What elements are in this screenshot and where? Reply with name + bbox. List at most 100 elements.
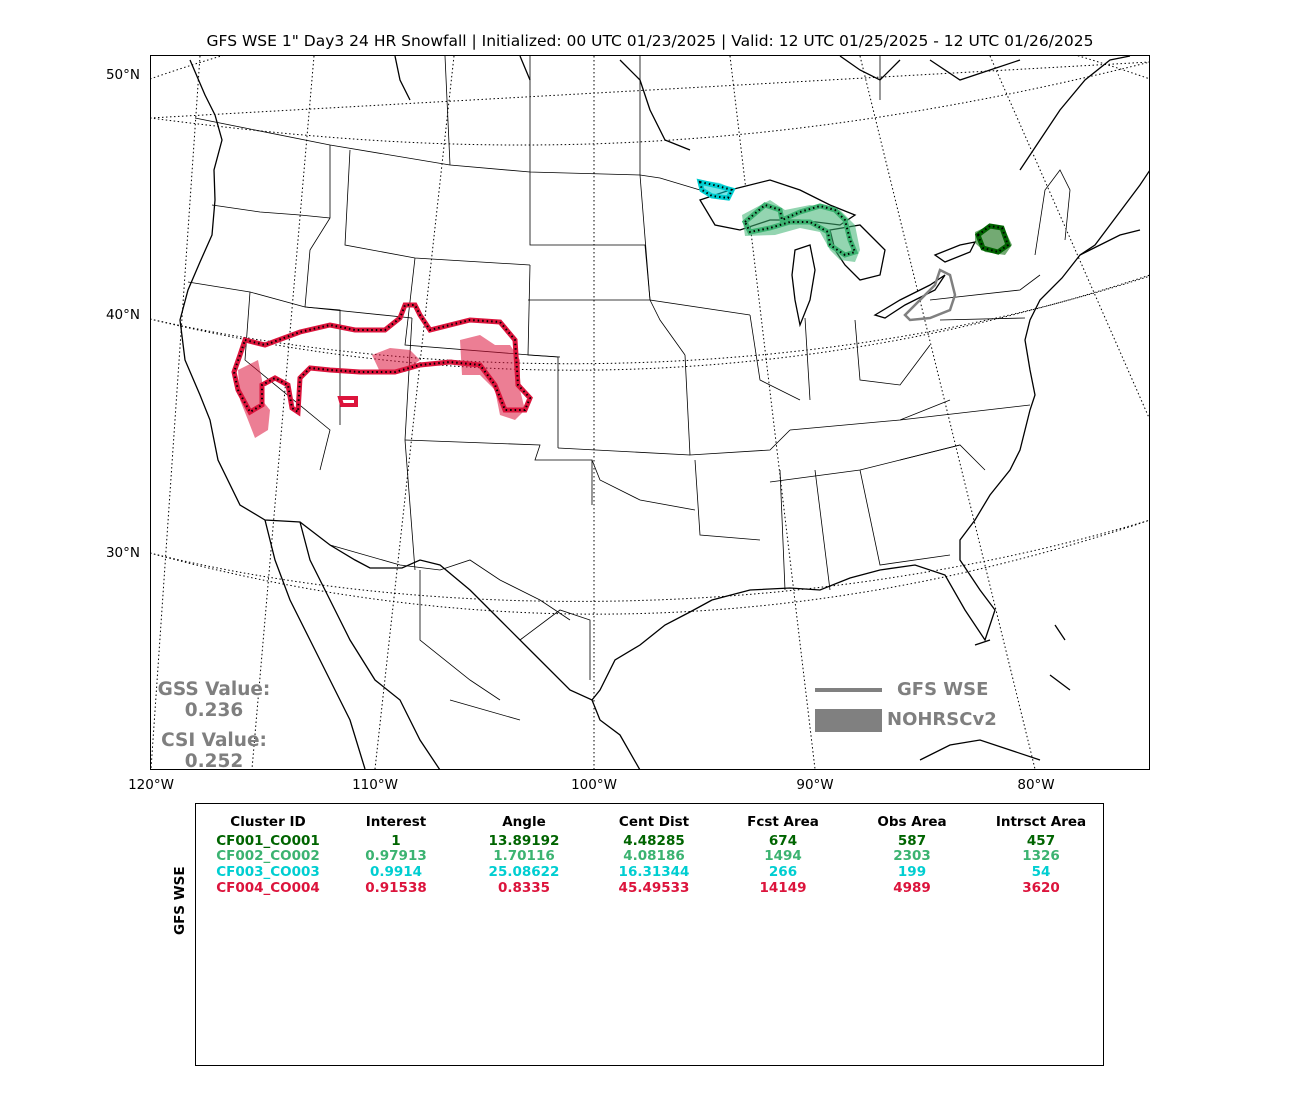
table-header-5: Obs Area bbox=[877, 814, 947, 830]
hudson-region bbox=[839, 56, 1021, 81]
table-cell-r3-c6: 3620 bbox=[1022, 880, 1060, 896]
border-ms-al bbox=[779, 469, 831, 591]
table-cell-r2-c0: CF003_CO003 bbox=[216, 864, 320, 880]
mexico-gulf-coast bbox=[591, 699, 641, 769]
forecast-contours bbox=[231, 178, 1011, 417]
table-cell-r1-c4: 1494 bbox=[764, 848, 802, 864]
table-cell-r3-c2: 0.8335 bbox=[497, 880, 551, 896]
table-cell-r2-c4: 266 bbox=[768, 864, 798, 880]
lon-label-110: 110°W bbox=[352, 777, 398, 793]
lat-line-40 bbox=[151, 274, 1149, 371]
fcst-contour-cf001-dots bbox=[976, 224, 1010, 254]
table-header-3: Cent Dist bbox=[618, 814, 690, 830]
border-ar-la bbox=[694, 459, 761, 541]
border-in-il bbox=[749, 314, 811, 401]
cuba bbox=[919, 739, 1041, 761]
bahamas bbox=[1049, 624, 1071, 691]
table-header-2: Angle bbox=[502, 814, 546, 830]
us-outline bbox=[179, 59, 1149, 701]
fcst-contour-cf004-small bbox=[337, 396, 358, 407]
lake-erie bbox=[873, 274, 946, 319]
baja-west bbox=[264, 519, 366, 769]
border-va-nc bbox=[899, 404, 1031, 421]
lon-label-120: 120°W bbox=[128, 777, 174, 793]
map-frame bbox=[150, 55, 1150, 770]
gss-label: GSS Value: bbox=[157, 679, 271, 700]
table-cell-r3-c1: 0.91538 bbox=[365, 880, 427, 896]
table-row-label: GFS WSE bbox=[172, 866, 188, 935]
border-mexico-states bbox=[419, 570, 591, 721]
figure-title: GFS WSE 1" Day3 24 HR Snowfall | Initial… bbox=[206, 32, 1094, 50]
lat-label-30: 30°N bbox=[105, 545, 140, 561]
border-mt-wy bbox=[344, 149, 531, 266]
table-cell-r0-c4: 674 bbox=[768, 833, 798, 849]
border-ut-az bbox=[304, 306, 413, 319]
csi-label: CSI Value: bbox=[161, 730, 267, 751]
border-ok-tx bbox=[591, 459, 696, 511]
lon-label-90: 90°W bbox=[796, 777, 834, 793]
border-oh bbox=[854, 319, 931, 386]
fcst-contour-unmatched bbox=[903, 268, 957, 322]
table-cell-r3-c5: 4989 bbox=[893, 880, 931, 896]
border-nm-tx bbox=[404, 439, 593, 505]
table-cell-r2-c5: 199 bbox=[897, 864, 927, 880]
obs-area-cf004-west bbox=[238, 360, 270, 438]
fcst-contour-cf003-dots bbox=[698, 180, 734, 200]
table-cell-r2-c1: 0.9914 bbox=[369, 864, 423, 880]
cluster-table bbox=[195, 803, 1104, 1066]
border-pa-ny bbox=[929, 274, 1041, 321]
table-cell-r0-c6: 457 bbox=[1026, 833, 1056, 849]
table-cell-r1-c0: CF002_CO002 bbox=[216, 848, 320, 864]
legend-marks bbox=[815, 688, 882, 732]
lon-line-120 bbox=[151, 56, 201, 769]
legend-observed-label: NOHRSCv2 bbox=[887, 709, 997, 730]
table-cell-r2-c6: 54 bbox=[1031, 864, 1051, 880]
legend-forecast-label: GFS WSE bbox=[897, 679, 989, 700]
table-cell-r1-c6: 1326 bbox=[1022, 848, 1060, 864]
gss-value: 0.236 bbox=[184, 700, 244, 721]
border-new-england bbox=[1034, 169, 1071, 256]
table-cell-r0-c5: 587 bbox=[897, 833, 927, 849]
table-cell-r2-c2: 25.08622 bbox=[488, 864, 560, 880]
lon-line-115 bbox=[251, 56, 315, 769]
fcst-contour-cf004-black-dots bbox=[232, 304, 532, 414]
table-cell-r3-c4: 14149 bbox=[759, 880, 807, 896]
table-cell-r0-c3: 4.48285 bbox=[623, 833, 685, 849]
border-canada-provinces bbox=[444, 56, 881, 175]
legend-patch-observed bbox=[815, 709, 882, 732]
border-ga-fl bbox=[859, 469, 951, 566]
latitude-lines-extra bbox=[151, 61, 1149, 602]
fcst-contour-cf002-dots bbox=[743, 203, 857, 257]
canada-north bbox=[394, 56, 691, 151]
quebec-coast bbox=[1019, 56, 1131, 171]
table-header-6: Intrsct Area bbox=[995, 814, 1087, 830]
border-wa-or bbox=[211, 204, 331, 219]
border-mn-ia bbox=[639, 174, 751, 316]
table-cell-r1-c1: 0.97913 bbox=[365, 848, 427, 864]
lat-label-50: 50°N bbox=[105, 67, 140, 83]
nova-scotia bbox=[1079, 229, 1141, 256]
baja-coast bbox=[299, 521, 441, 769]
border-mexico bbox=[329, 544, 571, 621]
map-panel bbox=[150, 55, 1150, 770]
table-cell-r1-c5: 2303 bbox=[893, 848, 931, 864]
border-co-ks bbox=[527, 264, 559, 448]
lat-line-45 bbox=[151, 61, 1149, 119]
lat-label-40: 40°N bbox=[105, 307, 140, 323]
border-ks-ok bbox=[557, 447, 691, 456]
table-cell-r1-c2: 1.70116 bbox=[493, 848, 555, 864]
state-borders bbox=[187, 56, 1071, 721]
border-mo bbox=[684, 354, 791, 456]
table-cell-r1-c3: 4.08186 bbox=[623, 848, 685, 864]
table-cell-r3-c0: CF004_CO004 bbox=[216, 880, 320, 896]
lon-label-100: 100°W bbox=[571, 777, 617, 793]
lake-michigan bbox=[791, 244, 816, 328]
table-header-4: Fcst Area bbox=[747, 814, 819, 830]
table-cell-r0-c1: 1 bbox=[391, 833, 401, 849]
table-header-1: Interest bbox=[365, 814, 427, 830]
table-cell-r0-c0: CF001_CO001 bbox=[216, 833, 320, 849]
border-nc-sc bbox=[899, 444, 986, 471]
csi-value: 0.252 bbox=[184, 751, 244, 772]
lat-line-40b bbox=[151, 275, 1149, 365]
